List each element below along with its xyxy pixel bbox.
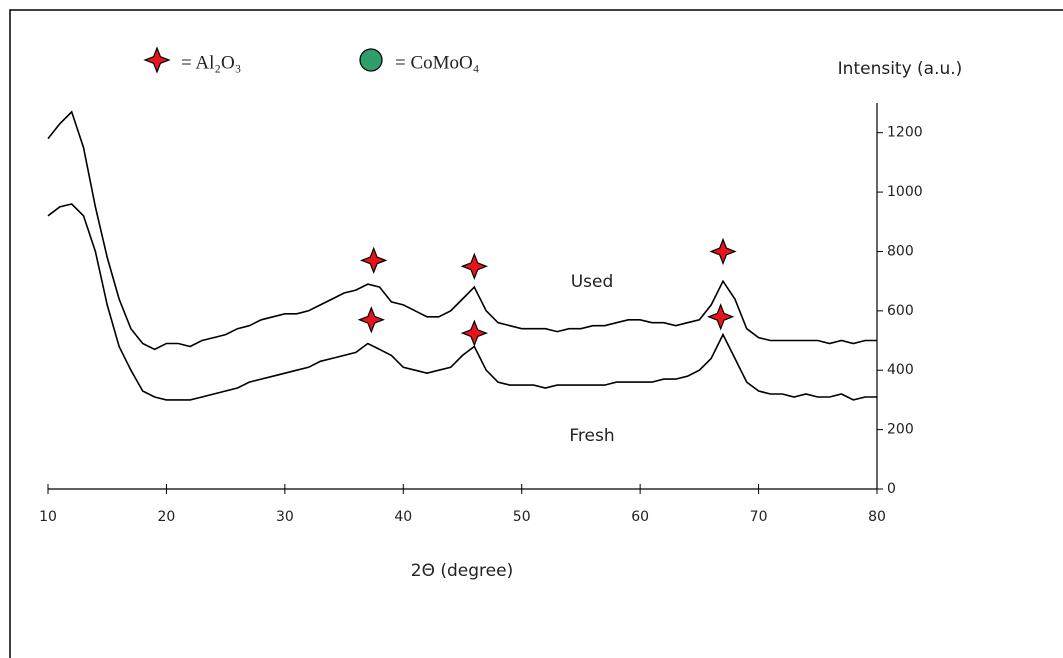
y-tick-label: 200 xyxy=(887,422,914,438)
y-axis-label: Intensity (a.u.) xyxy=(838,59,963,79)
series-label: Fresh xyxy=(569,426,614,446)
legend-label: = CoMoO₄ xyxy=(395,52,479,73)
x-tick-label: 80 xyxy=(868,509,886,525)
legend-symbol xyxy=(143,46,171,74)
y-tick-label: 400 xyxy=(887,362,914,378)
frame xyxy=(9,9,1063,658)
y-tick-label: 1000 xyxy=(887,184,923,200)
y-tick-label: 0 xyxy=(887,481,896,497)
peak-marker xyxy=(460,319,488,347)
series-line xyxy=(47,203,877,401)
y-tick-label: 600 xyxy=(887,303,914,319)
x-tick-label: 20 xyxy=(158,509,176,525)
legend-label: = Al₂O₃ xyxy=(181,52,241,73)
x-axis-label: 2Θ (degree) xyxy=(411,561,513,581)
y-tick-label: 1200 xyxy=(887,125,923,141)
peak-marker xyxy=(460,252,488,280)
series-label: Used xyxy=(571,272,614,292)
x-tick-label: 40 xyxy=(394,509,412,525)
series-line xyxy=(47,110,877,351)
peak-marker xyxy=(357,306,385,334)
peak-marker xyxy=(707,303,735,331)
y-tick-label: 800 xyxy=(887,243,914,259)
x-tick-label: 10 xyxy=(39,509,57,525)
x-tick-label: 70 xyxy=(750,509,768,525)
peak-marker xyxy=(360,246,388,275)
legend-symbol xyxy=(359,48,383,72)
x-tick-label: 60 xyxy=(631,509,649,525)
x-tick-label: 50 xyxy=(513,509,531,525)
x-tick-label: 30 xyxy=(276,509,294,525)
peak-marker xyxy=(709,237,737,266)
